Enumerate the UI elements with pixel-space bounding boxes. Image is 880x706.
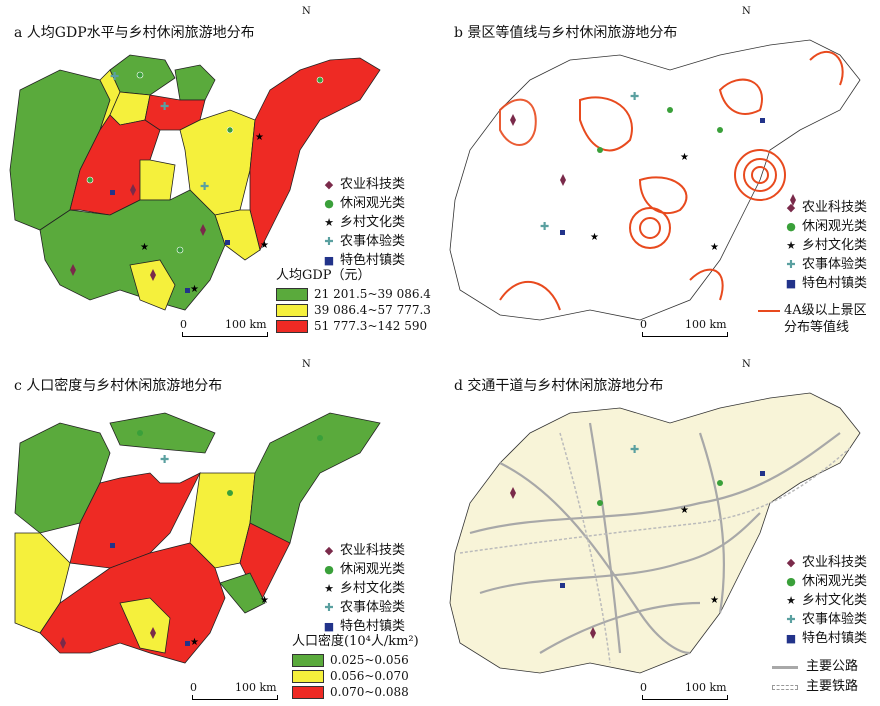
svg-text:✚: ✚ [160,453,169,466]
density-legend: 人口密度(10⁴人/km²) 0.025~0.056 0.056~0.070 0… [292,634,419,699]
poi-points: ★ ★ ★ ★ ✚ ✚ ✚ [70,70,324,295]
svg-text:★: ★ [190,284,199,295]
svg-text:★: ★ [680,505,689,516]
panel-c: c 人口密度与乡村休闲旅游地分布 ★ ★ ✚ N ◆ 农业科技类 ● 休闲观光类 ★… [0,353,440,706]
map-transport: ★ ★ ✚ [449,392,861,674]
svg-text:★: ★ [140,242,149,253]
panel-d: d 交通干道与乡村休闲旅游地分布 ★ ★ ✚ N ◆ [440,353,880,706]
gdp-legend: 人均GDP（元） 21 201.5~39 086.4 39 086.4~57 7… [276,268,431,333]
poi-legend: ◆ 农业科技类 ● 休闲观光类 ★ 乡村文化类 ✚ 农事体验类 ■ 特色村镇类 [785,200,868,291]
circle-icon: ● [324,197,334,210]
contour-lines [499,50,844,311]
svg-text:★: ★ [680,152,689,163]
map-density: ★ ★ ✚ [14,412,381,664]
north-arrow: N [302,6,311,17]
svg-text:★: ★ [590,232,599,243]
north-arrow: N [742,6,751,17]
svg-text:✚: ✚ [110,70,119,83]
map-gdp: ★ ★ ★ ★ ✚ ✚ ✚ [9,54,381,311]
map-contours: ★ ★ ★ ✚ ✚ [449,39,861,321]
contour-legend: 4A级以上景区分布等值线 [758,302,874,336]
svg-text:★: ★ [255,132,264,143]
transport-legend: 主要公路 主要铁路 [772,657,858,697]
region-shapes [9,54,381,311]
svg-text:★: ★ [710,595,719,606]
poi-legend: ◆ 农业科技类 ● 休闲观光类 ★ 乡村文化类 ✚ 农事体验类 ■ 特色村镇类 [785,555,868,646]
poi-legend: ◆ 农业科技类 ● 休闲观光类 ★ 乡村文化类 ✚ 农事体验类 ■ 特色村镇类 [323,543,406,634]
poi-points: ★ ★ ★ ✚ ✚ [510,90,796,253]
poi-legend: ◆ 农业科技类 ● 休闲观光类 ★ 乡村文化类 ✚ 农事体验类 ■ 特色村镇类 [323,177,406,268]
panel-a: a 人均GDP水平与乡村休闲旅游地分布 [0,0,440,353]
svg-text:✚: ✚ [540,220,549,233]
scale-bar: 0 100 km [640,318,730,342]
svg-text:★: ★ [260,240,269,251]
panel-b: b 景区等值线与乡村休闲旅游地分布 ★ ★ ★ ✚ [440,0,880,353]
svg-text:✚: ✚ [200,180,209,193]
scale-bar: 0 100 km [640,681,730,705]
star-icon: ★ [324,216,334,229]
diamond-icon: ◆ [324,178,334,191]
panel-title: d 交通干道与乡村休闲旅游地分布 [454,378,664,394]
scale-bar: 0 100 km [180,318,270,342]
svg-text:✚: ✚ [630,443,639,456]
panel-title: c 人口密度与乡村休闲旅游地分布 [14,378,223,394]
svg-text:✚: ✚ [160,100,169,113]
svg-text:★: ★ [710,242,719,253]
north-arrow: N [302,359,311,370]
panel-title: a 人均GDP水平与乡村休闲旅游地分布 [14,25,255,41]
svg-text:★: ★ [190,637,199,648]
square-icon: ■ [323,254,335,267]
scale-bar: 0 100 km [190,681,280,705]
cross-icon: ✚ [324,235,334,248]
north-arrow: N [742,359,751,370]
poi-points: ★ ★ ✚ [510,443,765,639]
poi-points: ★ ★ ✚ [60,430,323,649]
svg-text:★: ★ [260,595,269,606]
svg-text:✚: ✚ [630,90,639,103]
panel-title: b 景区等值线与乡村休闲旅游地分布 [454,25,678,41]
railways [459,432,851,664]
roads [469,422,841,655]
